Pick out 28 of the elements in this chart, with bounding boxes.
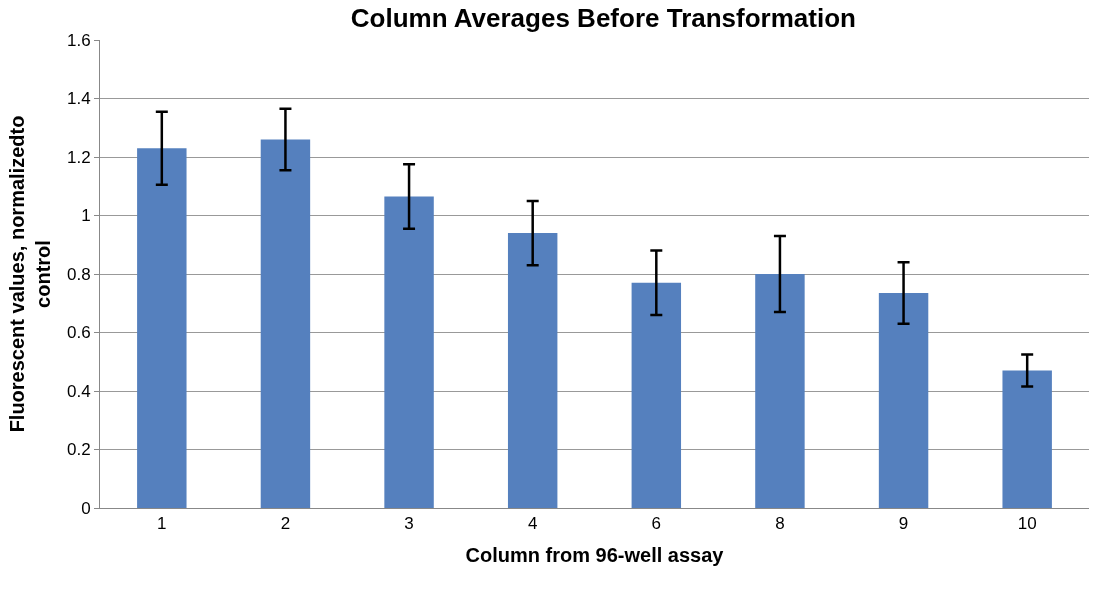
x-tick-label: 3 bbox=[404, 514, 414, 534]
bar bbox=[631, 282, 682, 508]
x-axis-title: Column from 96-well assay bbox=[465, 543, 725, 566]
y-tick-label: 1 bbox=[81, 206, 91, 226]
y-tick-label: 0.2 bbox=[66, 440, 91, 460]
x-tick-label: 10 bbox=[1017, 514, 1037, 534]
bar bbox=[260, 139, 311, 508]
bar bbox=[1002, 370, 1052, 508]
y-tick-label: 0 bbox=[81, 498, 91, 518]
x-tick-label: 4 bbox=[527, 514, 538, 534]
bar bbox=[507, 233, 558, 508]
y-tick-label: 0.6 bbox=[66, 323, 91, 343]
y-tick-label: 1.4 bbox=[66, 89, 91, 109]
x-tick-label: 1 bbox=[157, 514, 167, 534]
x-tick-label: 9 bbox=[898, 514, 909, 534]
y-tick-label: 0.8 bbox=[66, 264, 91, 284]
y-tick-label: 0.4 bbox=[66, 381, 91, 401]
x-tick-label: 6 bbox=[651, 514, 662, 534]
bar bbox=[755, 274, 805, 508]
bar bbox=[878, 293, 929, 508]
y-tick-label: 1.6 bbox=[66, 30, 91, 50]
chart-title: Column Averages Before Transformation bbox=[350, 3, 856, 34]
x-tick-label: 8 bbox=[775, 514, 785, 534]
bar bbox=[384, 196, 434, 508]
y-tick-label: 1.2 bbox=[66, 147, 91, 167]
x-tick-label: 2 bbox=[280, 514, 291, 534]
y-axis-title: Fluorescent values, normalizedto control bbox=[6, 115, 55, 433]
bar bbox=[137, 148, 187, 508]
